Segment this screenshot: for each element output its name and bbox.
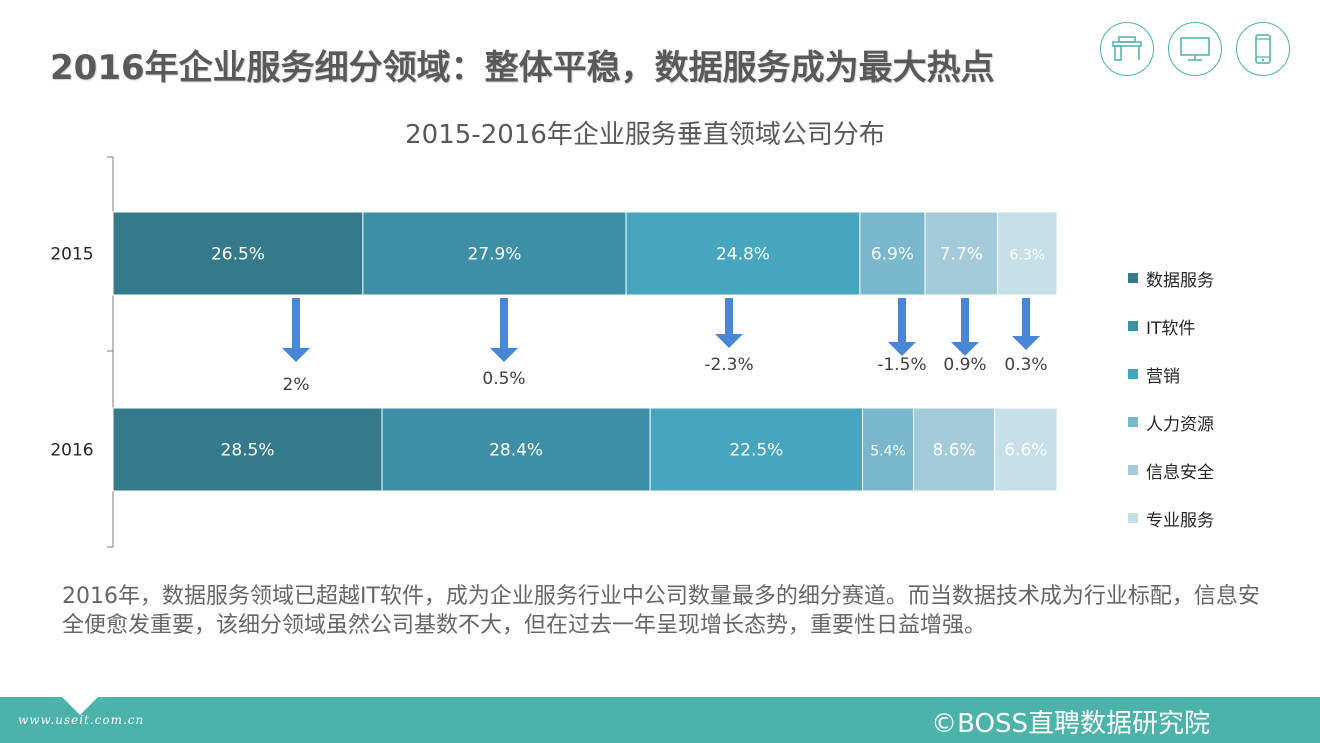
change-arrow-4 (951, 298, 979, 356)
legend-label: 人力资源 (1146, 414, 1214, 435)
footer-notch (62, 697, 98, 715)
data-label-2015-0: 26.5% (211, 245, 265, 265)
legend-swatch (1128, 369, 1138, 379)
footer-bar: www.useit.com.cn ©BOSS直聘数据研究院 (0, 697, 1320, 743)
data-label-2016-1: 28.4% (489, 441, 543, 461)
change-arrow-1 (490, 298, 518, 362)
legend-item-1: IT软件 (1128, 302, 1214, 350)
legend-label: 专业服务 (1146, 510, 1214, 531)
change-label-3: -1.5% (877, 355, 926, 375)
legend-item-3: 人力资源 (1128, 398, 1214, 446)
legend-label: 信息安全 (1146, 462, 1214, 483)
change-arrow-0 (282, 298, 310, 362)
footer-source: ©BOSS直聘数据研究院 (931, 709, 1210, 739)
data-label-2015-1: 27.9% (467, 245, 521, 265)
chart-legend: 数据服务 IT软件营销人力资源信息安全专业服务 (1128, 254, 1214, 542)
legend-label: 数据服务 (1146, 270, 1214, 291)
legend-item-2: 营销 (1128, 350, 1214, 398)
data-label-2015-5: 6.3% (1010, 248, 1046, 264)
legend-swatch (1128, 417, 1138, 427)
bar-2015-0 (112, 211, 364, 296)
bar-2015-1 (362, 211, 627, 296)
phone-icon (1236, 22, 1290, 76)
bar-2015-2 (625, 211, 861, 296)
bar-2016-3 (862, 407, 915, 492)
data-label-2016-5: 6.6% (1004, 441, 1047, 461)
legend-item-0: 数据服务 (1128, 254, 1214, 302)
summary-text: 2016年，数据服务领域已超越IT软件，成为企业服务行业中公司数量最多的细分赛道… (62, 584, 1260, 638)
legend-item-4: 信息安全 (1128, 446, 1214, 494)
legend-swatch (1128, 321, 1138, 331)
bar-2016-2 (649, 407, 864, 492)
header-icons (1100, 22, 1290, 76)
change-label-4: 0.9% (943, 355, 986, 375)
change-arrow-5 (1012, 298, 1040, 350)
chart-title: 2015-2016年企业服务垂直领域公司分布 (405, 120, 885, 150)
monitor-icon (1168, 22, 1222, 76)
bar-2015-5 (997, 211, 1058, 296)
category-label-2015: 2015 (50, 245, 93, 265)
legend-label: IT软件 (1146, 318, 1196, 339)
desk-icon (1100, 22, 1154, 76)
bar-2016-4 (913, 407, 996, 492)
data-label-2015-2: 24.8% (716, 245, 770, 265)
change-label-5: 0.3% (1004, 355, 1047, 375)
legend-swatch (1128, 513, 1138, 523)
change-label-0: 2% (283, 375, 310, 395)
legend-swatch (1128, 273, 1138, 283)
legend-item-5: 专业服务 (1128, 494, 1214, 542)
data-label-2016-0: 28.5% (221, 441, 275, 461)
category-label-2016: 2016 (50, 441, 93, 461)
change-arrow-3 (888, 298, 916, 356)
data-label-2016-3: 5.4% (870, 444, 906, 460)
change-label-1: 0.5% (482, 369, 525, 389)
data-label-2015-4: 7.7% (940, 245, 983, 265)
change-arrow-2 (715, 298, 743, 348)
watermark: www.useit.com.cn (18, 713, 145, 727)
bar-2015-4 (924, 211, 999, 296)
data-label-2016-2: 22.5% (729, 441, 783, 461)
data-label-2016-4: 8.6% (933, 441, 976, 461)
page-title: 2016年企业服务细分领域：整体平稳，数据服务成为最大热点 (50, 48, 995, 88)
bar-2016-1 (381, 407, 651, 492)
data-label-2015-3: 6.9% (871, 245, 914, 265)
bar-2016-5 (994, 407, 1058, 492)
legend-label: 营销 (1146, 366, 1180, 387)
legend-swatch (1128, 465, 1138, 475)
change-label-2: -2.3% (704, 355, 753, 375)
